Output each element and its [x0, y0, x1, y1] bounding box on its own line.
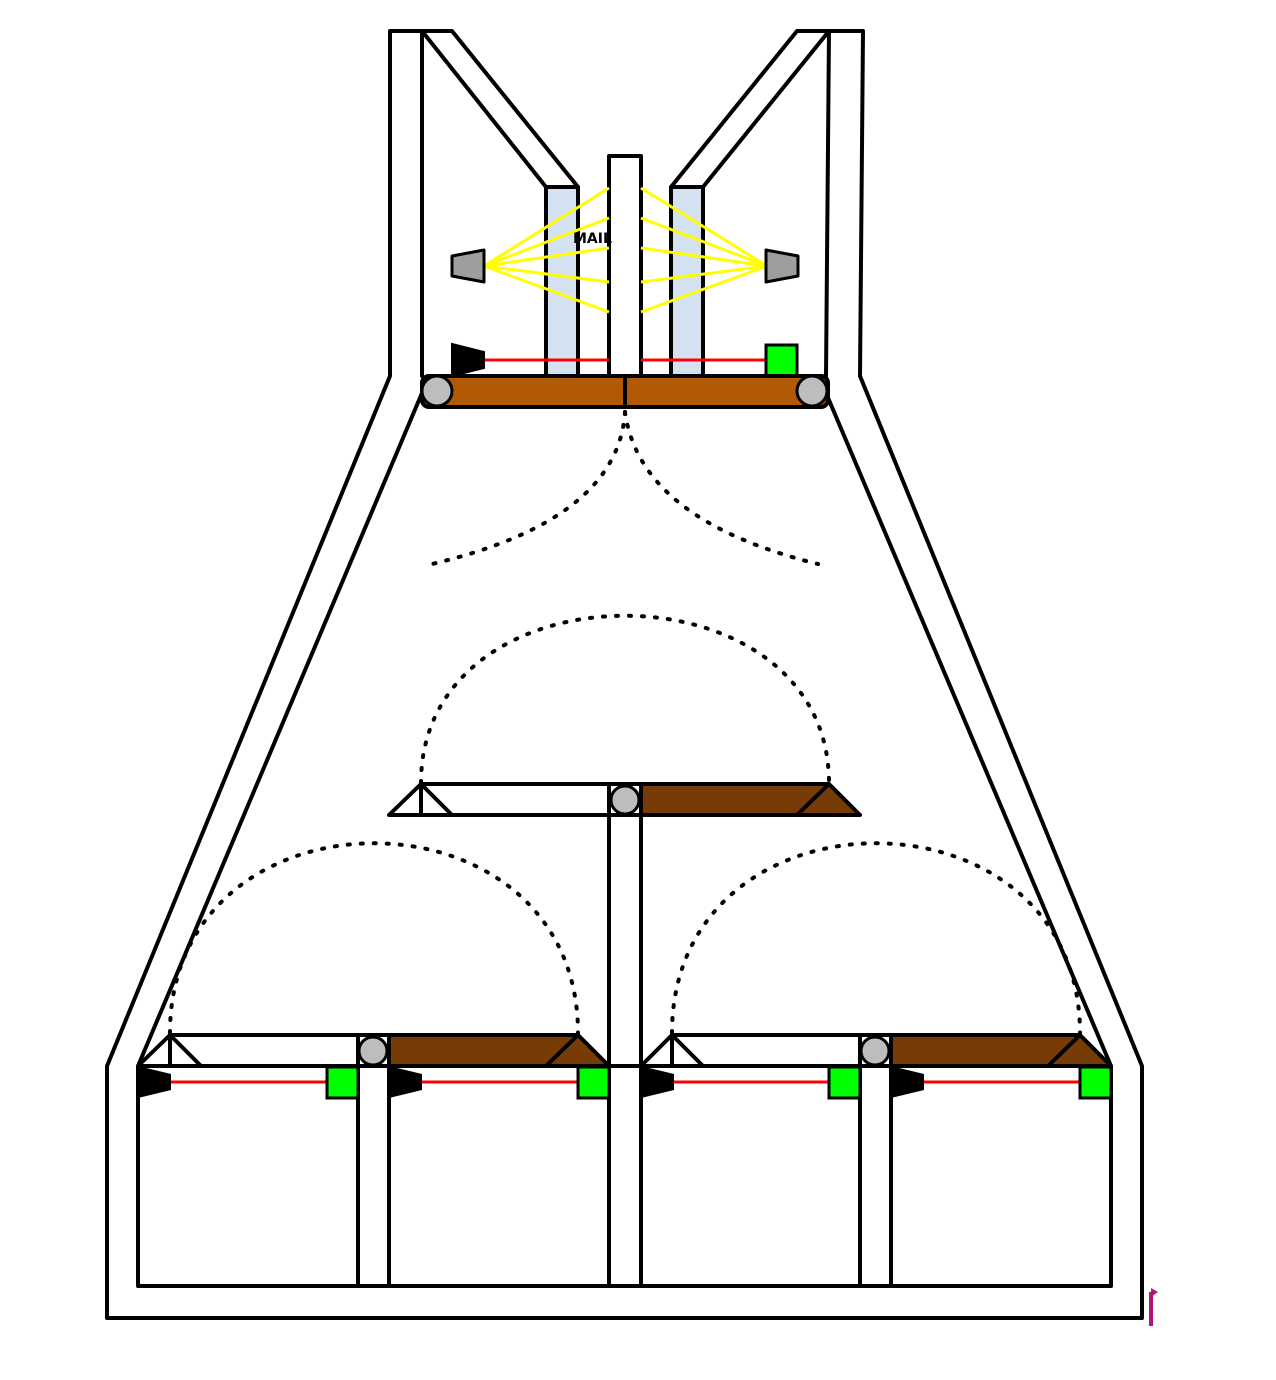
laser-receiver-icon	[764, 343, 799, 378]
mail-inlet	[420, 29, 831, 380]
center-post	[607, 813, 643, 1288]
trajectory-center-arc	[419, 613, 831, 785]
center-divider	[607, 154, 643, 380]
laser-receiver-icon	[827, 1065, 862, 1100]
trajectory-left-arc	[168, 841, 580, 1035]
laser-emitter-icon	[641, 1066, 674, 1098]
laser-emitter-icon	[389, 1066, 422, 1098]
center-diverter	[387, 782, 862, 1288]
laser-receiver-icon	[1078, 1065, 1113, 1100]
mail-label: MAIL	[573, 231, 612, 247]
right-diverter	[639, 1033, 1113, 1288]
right-scanner-glass	[669, 185, 705, 379]
laser-emitter-icon	[451, 342, 485, 378]
left-post	[356, 1064, 391, 1288]
right-post	[858, 1064, 893, 1288]
barcode-scanner-icon	[450, 248, 486, 284]
barcode-scanner-icon	[764, 248, 800, 284]
roller-icon	[859, 1035, 891, 1067]
roller-icon	[420, 374, 454, 408]
scan-beams	[483, 186, 768, 314]
pin-marker-icon	[1149, 1288, 1158, 1326]
mail-trajectories	[168, 410, 1082, 1035]
trajectory-right-arc	[670, 841, 1082, 1035]
trajectory-left-drop	[430, 410, 627, 566]
left-diverter	[136, 1033, 611, 1288]
left-scanner-glass	[544, 185, 580, 379]
bin-sensors	[138, 1065, 1113, 1100]
laser-receiver-icon	[325, 1065, 360, 1100]
laser-emitter-icon	[138, 1066, 171, 1098]
left-inlet-guide	[420, 29, 580, 189]
laser-receiver-icon	[576, 1065, 611, 1100]
diverter-flap	[639, 782, 862, 817]
trajectory-right-drop	[623, 410, 820, 566]
roller-icon	[795, 374, 829, 408]
roller-icon	[357, 1035, 389, 1067]
laser-emitter-icon	[891, 1066, 924, 1098]
intake-conveyor	[420, 374, 830, 409]
right-inlet-guide	[669, 29, 831, 189]
roller-icon	[609, 784, 641, 816]
